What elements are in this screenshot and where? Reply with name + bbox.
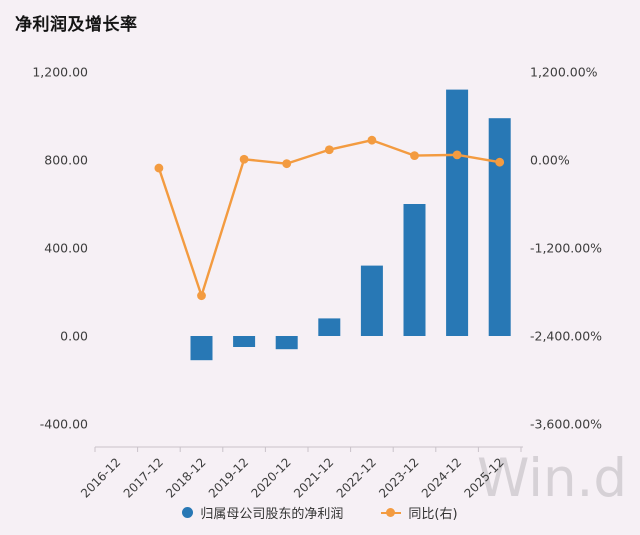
bar-net-profit [360, 265, 383, 336]
right-axis-tick-label: -3,600.00% [530, 417, 602, 432]
right-axis-tick-label: -2,400.00% [530, 329, 602, 344]
x-axis-label: 2018-12 [163, 455, 208, 500]
line-point [282, 159, 292, 169]
legend-item-net-profit[interactable]: 归属母公司股东的净利润 [182, 503, 343, 522]
right-axis-tick-label: 0.00% [530, 153, 570, 168]
line-series-dot [386, 508, 396, 517]
x-axis-label: 2016-12 [78, 455, 123, 500]
x-axis-label: 2024-12 [419, 455, 464, 500]
line-series-icon [381, 507, 402, 518]
line-point [367, 135, 377, 145]
bar-series-icon [182, 507, 194, 518]
line-point [197, 291, 206, 301]
bar-net-profit [488, 118, 511, 336]
bar-net-profit [233, 336, 256, 347]
bar-net-profit [446, 89, 469, 336]
line-point [239, 154, 249, 164]
legend-label-net-profit: 归属母公司股东的净利润 [200, 507, 344, 522]
legend-label-yoy: 同比(右) [408, 507, 458, 522]
chart-title: 净利润及增长率 [15, 15, 138, 35]
line-point [495, 157, 505, 167]
legend: 归属母公司股东的净利润 同比(右) [0, 503, 640, 522]
bar-net-profit [275, 336, 298, 350]
left-axis-tick-label: 0.00 [60, 329, 88, 344]
x-axis-label: 2025-12 [461, 455, 506, 500]
left-axis-tick-label: -400.00 [40, 417, 88, 432]
watermark: Win.d [477, 448, 628, 509]
x-axis-label: 2020-12 [248, 455, 293, 500]
right-axis-tick-label: -1,200.00% [530, 241, 602, 256]
x-axis-label: 2019-12 [206, 455, 251, 500]
bar-net-profit [190, 336, 213, 361]
x-axis-label: 2023-12 [376, 455, 421, 500]
bar-net-profit [318, 318, 341, 336]
left-axis-tick-label: 400.00 [44, 241, 88, 256]
line-point [452, 150, 462, 160]
bar-net-profit [403, 204, 426, 336]
left-axis-tick-label: 1,200.00 [32, 65, 88, 80]
x-axis-label: 2022-12 [334, 455, 379, 500]
line-point [154, 163, 164, 173]
line-point [324, 145, 334, 155]
left-axis-tick-label: 800.00 [44, 153, 88, 168]
right-axis-tick-label: 1,200.00% [530, 65, 598, 80]
line-point [410, 151, 419, 161]
x-axis-label: 2017-12 [121, 455, 166, 500]
x-axis-label: 2021-12 [291, 455, 336, 500]
legend-item-yoy[interactable]: 同比(右) [381, 503, 458, 522]
